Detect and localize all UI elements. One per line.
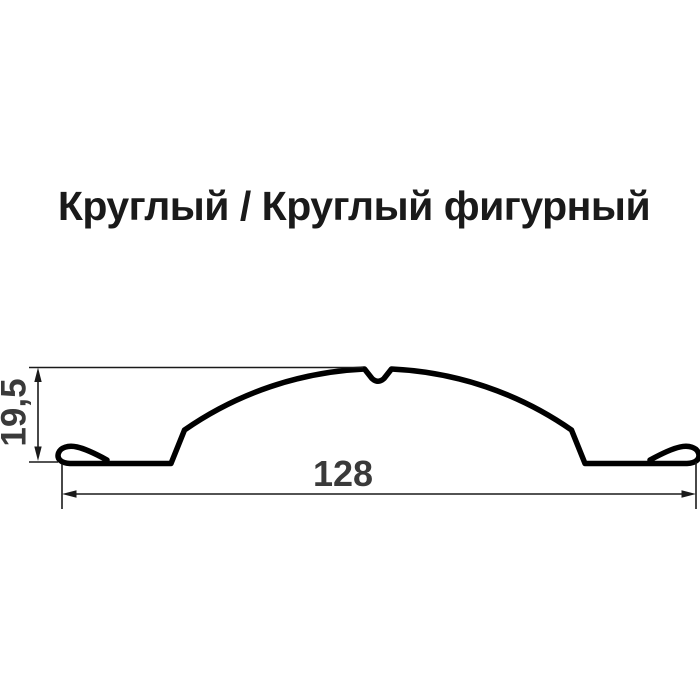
height-label: 19,5 <box>0 378 34 446</box>
width-dimension: 128 <box>61 453 697 509</box>
page-title: Круглый / Круглый фигурный <box>57 183 651 229</box>
width-label: 128 <box>313 453 373 494</box>
height-arrow-down-icon <box>34 446 42 461</box>
width-arrow-left-icon <box>62 490 77 498</box>
profile-outline <box>55 366 700 467</box>
width-arrow-right-icon <box>681 490 696 498</box>
height-arrow-up-icon <box>34 367 42 382</box>
height-dimension: 19,5 <box>0 366 363 463</box>
